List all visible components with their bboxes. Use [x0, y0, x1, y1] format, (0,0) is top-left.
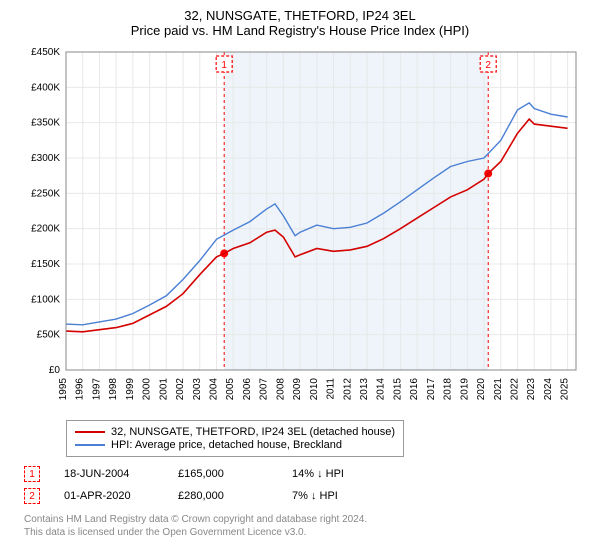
- svg-text:2024: 2024: [543, 378, 554, 401]
- svg-text:2011: 2011: [326, 378, 337, 400]
- svg-text:£0: £0: [49, 365, 61, 376]
- svg-text:2009: 2009: [292, 378, 303, 401]
- svg-text:2010: 2010: [309, 378, 320, 401]
- svg-text:£150K: £150K: [31, 259, 60, 270]
- svg-text:2005: 2005: [225, 378, 236, 401]
- svg-text:2001: 2001: [158, 378, 169, 401]
- marker-row: 1 18-JUN-2004 £165,000 14% ↓ HPI: [24, 463, 588, 485]
- svg-text:2012: 2012: [342, 378, 353, 401]
- marker-row: 2 01-APR-2020 £280,000 7% ↓ HPI: [24, 485, 588, 507]
- svg-text:2013: 2013: [359, 378, 370, 401]
- svg-text:2006: 2006: [242, 378, 253, 401]
- svg-text:2015: 2015: [392, 378, 403, 401]
- svg-text:2023: 2023: [526, 378, 537, 401]
- legend-swatch: [75, 431, 105, 433]
- legend-item: 32, NUNSGATE, THETFORD, IP24 3EL (detach…: [75, 426, 395, 438]
- footnote-line: Contains HM Land Registry data © Crown c…: [24, 513, 588, 526]
- svg-text:2022: 2022: [509, 378, 520, 401]
- chart-subtitle: Price paid vs. HM Land Registry's House …: [12, 23, 588, 38]
- marker-table: 1 18-JUN-2004 £165,000 14% ↓ HPI 2 01-AP…: [24, 463, 588, 507]
- footnote-line: This data is licensed under the Open Gov…: [24, 526, 588, 539]
- chart-area: 1 2 £0 £50K £100K £150K £200K £250K £300K £350K £4…: [12, 44, 588, 414]
- marker-pct: 14% ↓ HPI: [292, 468, 382, 480]
- marker-date: 18-JUN-2004: [64, 468, 154, 480]
- svg-text:£50K: £50K: [37, 330, 61, 341]
- svg-text:2004: 2004: [208, 378, 219, 401]
- svg-text:2019: 2019: [459, 378, 470, 401]
- svg-text:1996: 1996: [75, 378, 86, 401]
- svg-text:2007: 2007: [259, 378, 270, 401]
- svg-text:1998: 1998: [108, 378, 119, 401]
- svg-text:1997: 1997: [91, 378, 102, 401]
- svg-text:£350K: £350K: [31, 118, 60, 129]
- svg-text:£300K: £300K: [31, 153, 60, 164]
- svg-text:2016: 2016: [409, 378, 420, 401]
- marker-badge: 1: [24, 466, 40, 482]
- license-footnote: Contains HM Land Registry data © Crown c…: [24, 513, 588, 539]
- legend-swatch: [75, 444, 105, 446]
- svg-text:2003: 2003: [192, 378, 203, 401]
- svg-text:1: 1: [221, 60, 227, 71]
- svg-text:2020: 2020: [476, 378, 487, 401]
- marker-badge: 2: [24, 488, 40, 504]
- svg-text:£250K: £250K: [31, 188, 60, 199]
- svg-text:2: 2: [485, 60, 491, 71]
- svg-text:2021: 2021: [493, 378, 504, 401]
- svg-text:£450K: £450K: [31, 47, 60, 58]
- svg-text:£200K: £200K: [31, 224, 60, 235]
- svg-text:£400K: £400K: [31, 82, 60, 93]
- svg-text:2014: 2014: [376, 378, 387, 401]
- marker-price: £165,000: [178, 468, 268, 480]
- svg-text:2000: 2000: [142, 378, 153, 401]
- svg-text:£100K: £100K: [31, 294, 60, 305]
- svg-text:2025: 2025: [560, 378, 571, 401]
- chart-container: 32, NUNSGATE, THETFORD, IP24 3EL Price p…: [0, 0, 600, 560]
- chart-title: 32, NUNSGATE, THETFORD, IP24 3EL: [12, 8, 588, 23]
- svg-text:2017: 2017: [426, 378, 437, 401]
- svg-text:1995: 1995: [58, 378, 69, 401]
- legend-box: 32, NUNSGATE, THETFORD, IP24 3EL (detach…: [66, 420, 404, 457]
- marker-date: 01-APR-2020: [64, 490, 154, 502]
- legend-label: HPI: Average price, detached house, Brec…: [111, 439, 342, 451]
- svg-text:2002: 2002: [175, 378, 186, 401]
- line-chart: 1 2 £0 £50K £100K £150K £200K £250K £300K £350K £4…: [12, 44, 588, 414]
- marker-pct: 7% ↓ HPI: [292, 490, 382, 502]
- marker-price: £280,000: [178, 490, 268, 502]
- svg-text:1999: 1999: [125, 378, 136, 401]
- legend-label: 32, NUNSGATE, THETFORD, IP24 3EL (detach…: [111, 426, 395, 438]
- svg-text:2008: 2008: [275, 378, 286, 401]
- svg-text:2018: 2018: [443, 378, 454, 401]
- legend-item: HPI: Average price, detached house, Brec…: [75, 439, 395, 451]
